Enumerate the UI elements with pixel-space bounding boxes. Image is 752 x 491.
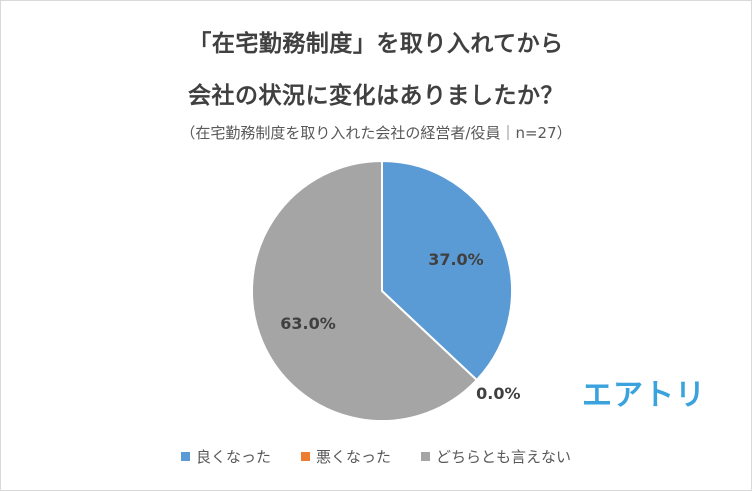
chart-subtitle: （在宅勤務制度を取り入れた会社の経営者/役員｜n=27） — [180, 124, 572, 142]
airtrip-logo: エアトリ — [582, 378, 706, 413]
legend-item-good: 良くなった — [180, 446, 271, 467]
chart-legend: 良くなった 悪くなった どちらとも言えない — [0, 446, 752, 467]
legend-swatch-neutral — [421, 452, 430, 461]
data-label-bad: 0.0% — [476, 384, 520, 403]
chart-title-line-1: 「在宅勤務制度」を取り入れてから — [188, 31, 564, 57]
data-label-good: 37.0% — [428, 250, 484, 269]
pie-slice-good — [381, 159, 513, 382]
legend-item-neutral: どちらとも言えない — [421, 446, 571, 467]
legend-swatch-good — [180, 452, 190, 461]
legend-label-good: 良くなった — [195, 448, 271, 466]
legend-swatch-bad — [300, 452, 310, 461]
legend-label-neutral: どちらとも言えない — [436, 448, 572, 466]
chart-title-line-2: 会社の状況に変化はありましたか？ — [188, 83, 564, 109]
pie-slice-neutral — [251, 159, 479, 422]
legend-item-bad: 悪くなった — [300, 446, 391, 467]
legend-label-bad: 悪くなった — [315, 448, 391, 466]
data-label-neutral: 63.0% — [280, 314, 336, 333]
